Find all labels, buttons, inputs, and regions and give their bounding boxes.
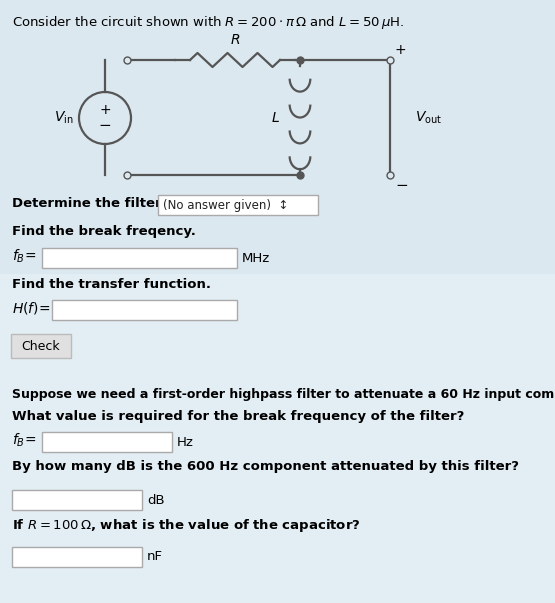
Text: Check: Check [22, 339, 60, 353]
Text: (No answer given)  ↕: (No answer given) ↕ [163, 198, 289, 212]
Text: $V_{\rm out}$: $V_{\rm out}$ [415, 109, 442, 125]
FancyBboxPatch shape [42, 248, 237, 268]
Text: +: + [99, 103, 111, 117]
Text: +: + [395, 43, 407, 57]
FancyBboxPatch shape [158, 195, 318, 215]
FancyBboxPatch shape [0, 0, 555, 274]
Text: $f_B\!=\!$: $f_B\!=\!$ [12, 248, 37, 265]
Text: What value is required for the break frequency of the filter?: What value is required for the break fre… [12, 410, 465, 423]
FancyBboxPatch shape [0, 274, 555, 603]
Text: Hz: Hz [177, 435, 194, 449]
Text: MHz: MHz [242, 251, 270, 265]
Text: Suppose we need a first-order highpass filter to attenuate a 60 Hz input compone: Suppose we need a first-order highpass f… [12, 388, 555, 401]
Text: dB: dB [147, 493, 165, 507]
Text: Find the transfer function.: Find the transfer function. [12, 278, 211, 291]
FancyBboxPatch shape [52, 300, 237, 320]
Text: By how many dB is the 600 Hz component attenuated by this filter?: By how many dB is the 600 Hz component a… [12, 460, 519, 473]
Text: −: − [395, 177, 408, 192]
Text: −: − [99, 119, 112, 133]
Text: Find the break freqency.: Find the break freqency. [12, 225, 196, 238]
Text: Determine the filter type.: Determine the filter type. [12, 197, 205, 210]
Text: nF: nF [147, 551, 163, 563]
Text: $L$: $L$ [271, 110, 280, 124]
Text: $R$: $R$ [230, 33, 240, 47]
Text: Consider the circuit shown with $R = 200 \cdot \pi\,\Omega$ and $L = 50\,\mu$H.: Consider the circuit shown with $R = 200… [12, 14, 405, 31]
FancyBboxPatch shape [42, 432, 172, 452]
Text: If $R = 100\,\Omega$, what is the value of the capacitor?: If $R = 100\,\Omega$, what is the value … [12, 517, 360, 534]
Text: $V_{\rm in}$: $V_{\rm in}$ [54, 110, 74, 126]
FancyBboxPatch shape [12, 490, 142, 510]
Text: $f_B\!=\!$: $f_B\!=\!$ [12, 432, 37, 449]
FancyBboxPatch shape [11, 334, 71, 358]
FancyBboxPatch shape [12, 547, 142, 567]
Text: $H(f)\!=\!$: $H(f)\!=\!$ [12, 300, 51, 316]
